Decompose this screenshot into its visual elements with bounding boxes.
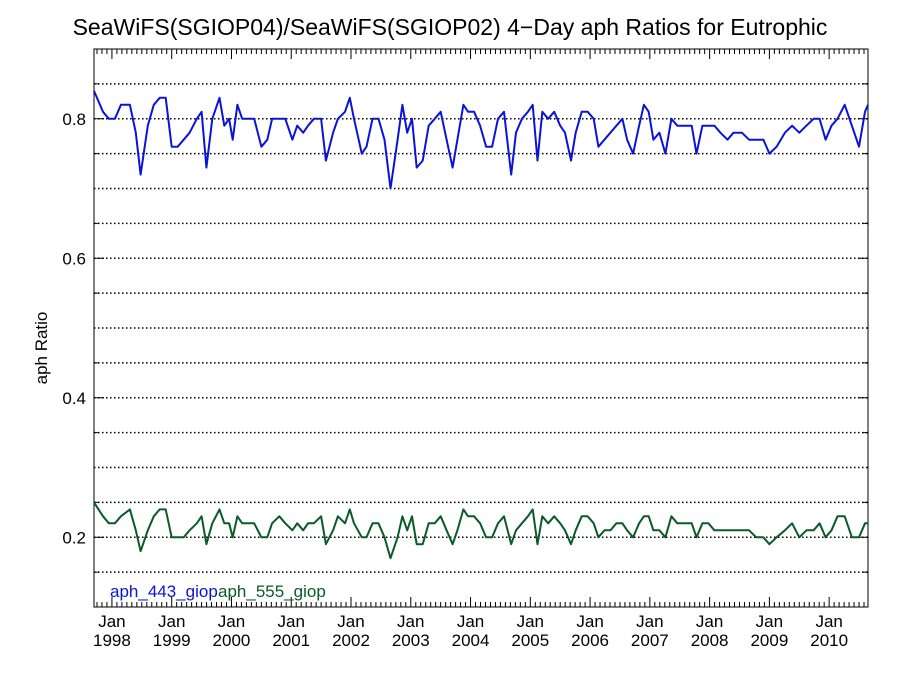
y-tick-label: 0.6 [62,249,86,268]
x-tick-label-month: Jan [756,612,783,631]
grid-layer [94,83,868,573]
x-tick-label-year: 2007 [631,631,669,650]
y-tick-label: 0.4 [62,389,86,408]
series-line-aph-555-giop [93,501,868,560]
x-tick-label-month: Jan [696,612,723,631]
series-layer [93,90,869,560]
x-tick-label-year: 2003 [392,631,430,650]
x-tick-label-month: Jan [517,612,544,631]
y-tick-label: 0.8 [62,110,86,129]
x-tick-label-year: 2009 [750,631,788,650]
label-layer: 0.20.40.60.8Jan1998Jan1999Jan2000Jan2001… [62,110,848,650]
x-tick-label-month: Jan [218,612,245,631]
x-tick-label-year: 2001 [272,631,310,650]
chart-title: SeaWiFS(SGIOP04)/SeaWiFS(SGIOP02) 4−Day … [72,14,828,40]
x-tick-label-month: Jan [337,612,364,631]
x-tick-label-year: 2010 [810,631,848,650]
x-tick-label-year: 2004 [452,631,490,650]
x-tick-label-month: Jan [278,612,305,631]
x-tick-label-year: 1998 [93,631,131,650]
x-tick-label-month: Jan [397,612,424,631]
y-tick-label: 0.2 [62,528,86,547]
x-tick-label-month: Jan [98,612,125,631]
x-tick-label-month: Jan [457,612,484,631]
series-line-aph-443-giop [93,90,869,190]
x-tick-label-month: Jan [576,612,603,631]
x-tick-label-year: 2002 [332,631,370,650]
tick-layer [94,49,868,607]
x-tick-label-year: 2000 [213,631,251,650]
x-tick-label-year: 2008 [691,631,729,650]
x-tick-label-year: 2006 [571,631,609,650]
x-tick-label-year: 2005 [511,631,549,650]
x-tick-label-year: 1999 [153,631,191,650]
x-tick-label-month: Jan [158,612,185,631]
legend-entry: aph_555_giop [218,582,326,601]
x-tick-label-month: Jan [815,612,842,631]
legend-entry: aph_443_giop [110,582,218,601]
x-tick-label-month: Jan [636,612,663,631]
